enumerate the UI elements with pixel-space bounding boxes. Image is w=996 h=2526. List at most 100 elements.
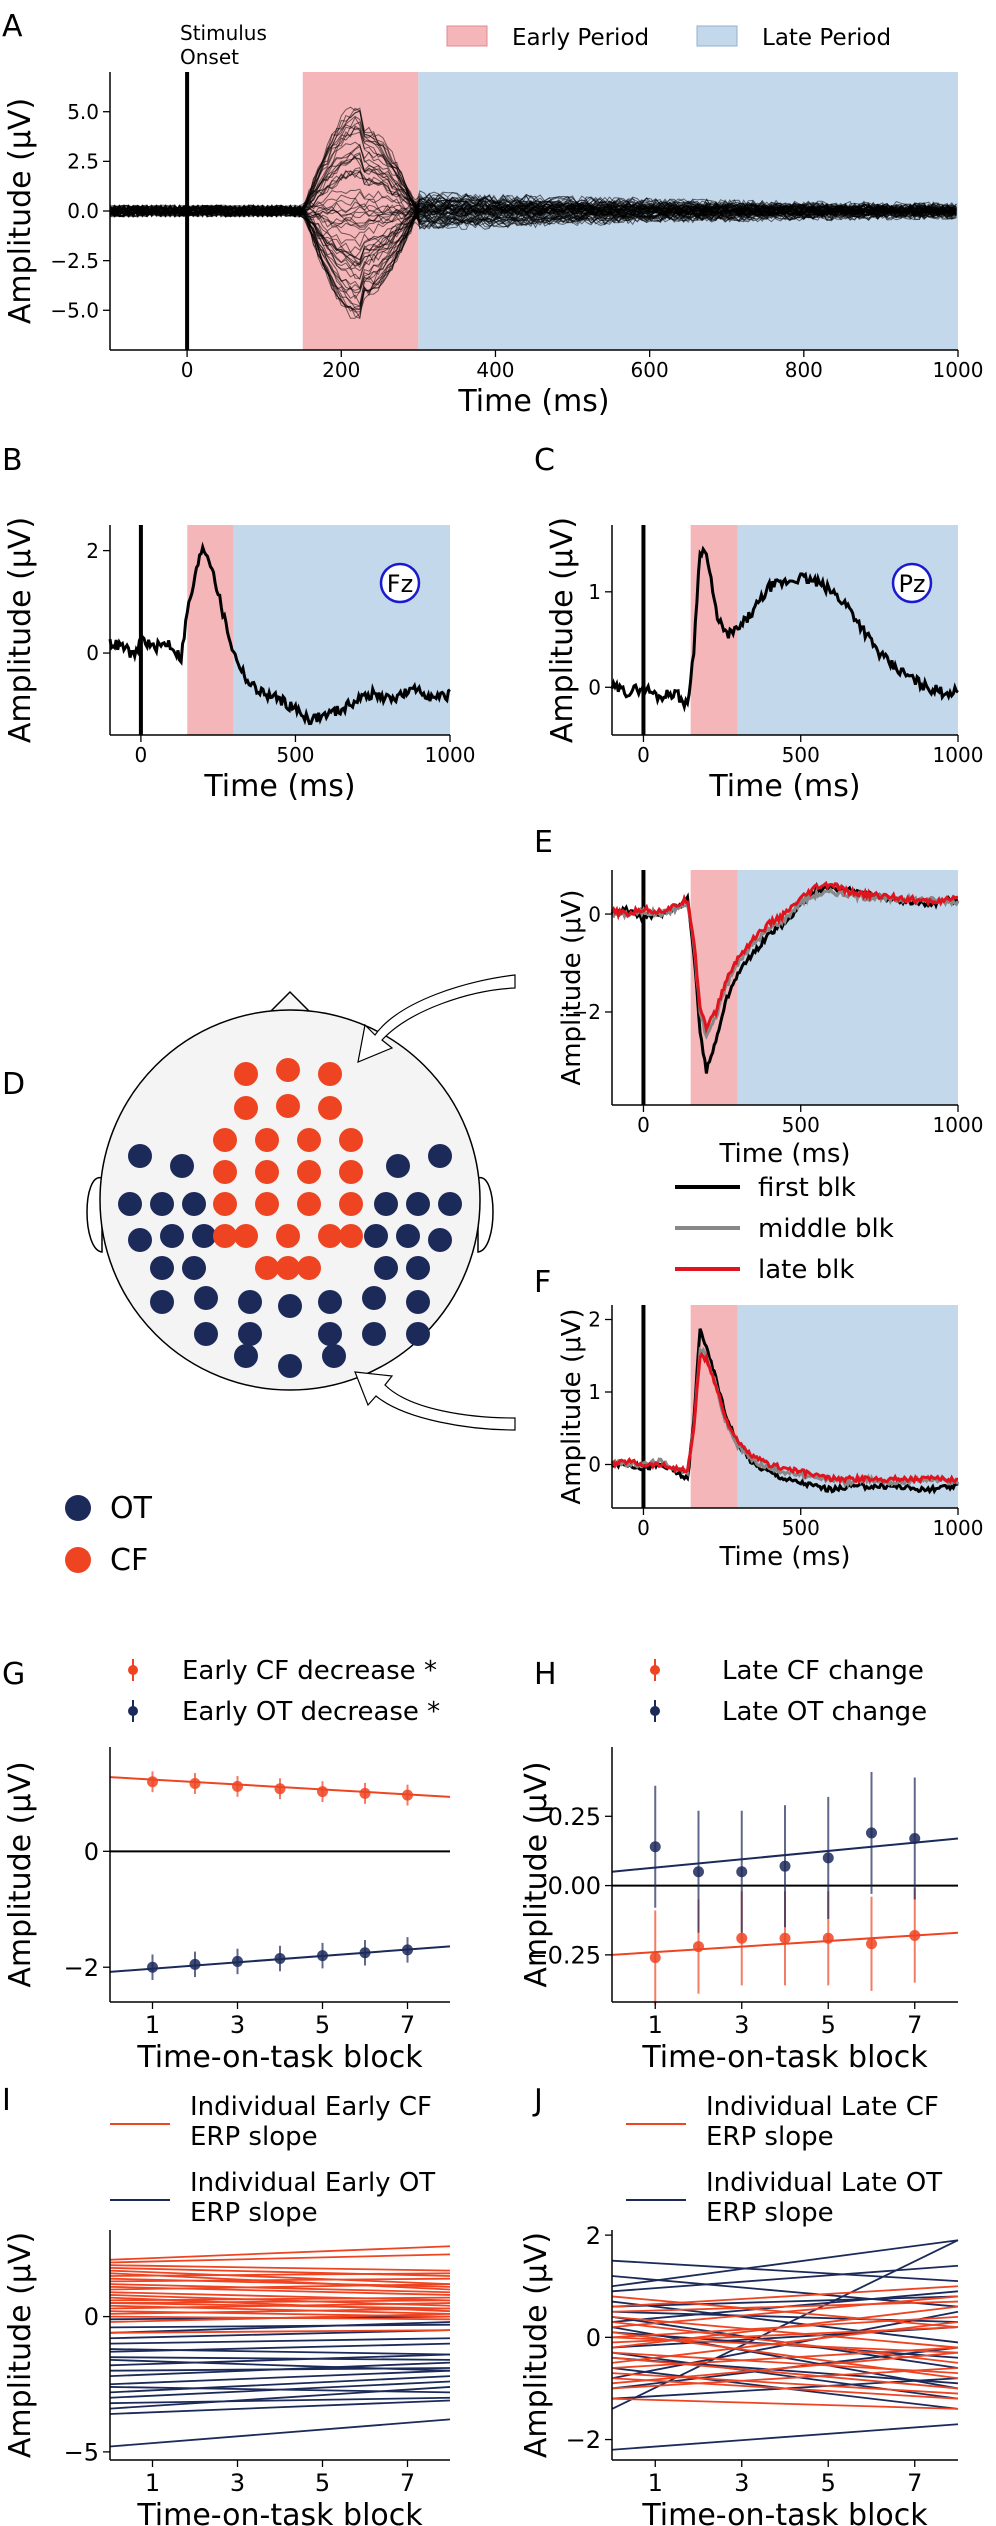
point-cf-g	[189, 1778, 201, 1790]
erp-line-b	[108, 541, 451, 726]
slope-line-ot-i	[109, 2399, 451, 2415]
electrode-cf	[234, 1062, 258, 1086]
x-tick-label-g: 7	[400, 2011, 415, 2039]
head-left-ear	[86, 1177, 103, 1253]
electrode-ot	[406, 1290, 430, 1314]
x-axis-title-g: Time-on-task block	[136, 2040, 423, 2075]
erp-trace-a	[109, 125, 957, 218]
y-axis-title-e: Amplitude (μV)	[557, 889, 587, 1085]
legend-late-blk: late blk	[758, 1255, 854, 1285]
chart-h: 1 3 5 7 −0.25 0.00 0.25 Time-on-task block Ampli…	[519, 1747, 959, 2075]
legend-cf-dot	[65, 1547, 91, 1573]
early-period-band-f	[690, 1305, 738, 1508]
x-axis-title-b: Time (ms)	[203, 769, 355, 804]
electrode-ot	[362, 1286, 386, 1310]
slope-line-cf-j	[611, 2397, 959, 2410]
panel-letter-b: B	[2, 443, 23, 478]
x-tick-label-b: 500	[276, 743, 314, 767]
slope-line-cf-i	[109, 2264, 451, 2272]
slope-line-ot-i	[109, 2356, 451, 2361]
slope-line-ot-j	[611, 2300, 959, 2344]
electrode-cf	[339, 1224, 363, 1248]
y-tick-label-i: 0	[84, 2303, 99, 2331]
x-tick-label-a: 0	[181, 358, 194, 382]
panel-letter-i: I	[2, 2083, 11, 2118]
electrode-ot	[438, 1192, 462, 1216]
panel-letter-g: G	[2, 1657, 25, 1692]
panel-letter-c: C	[534, 443, 555, 478]
y-tick-label-j: −2	[566, 2426, 601, 2454]
legend-j-cf-line1: Individual Late CF	[706, 2092, 939, 2122]
x-tick-label-h: 5	[821, 2011, 836, 2039]
legend-j: Individual Late CF ERP slope Individual …	[626, 2092, 942, 2228]
y-axis-title-a: Amplitude (μV)	[3, 98, 38, 324]
chart-c: 0 500 1000 0 1 Time (ms) Amplitude (μV)	[545, 517, 983, 804]
x-tick-label-f: 0	[637, 1516, 650, 1540]
slope-line-cf-i	[109, 2269, 451, 2286]
x-axis-title-a: Time (ms)	[457, 384, 609, 419]
y-tick-label-e: −2	[572, 1000, 601, 1024]
electrode-cf	[213, 1192, 237, 1216]
y-axis-title-i: Amplitude (μV)	[3, 2232, 38, 2458]
panel-letter-e: E	[534, 825, 553, 860]
erp-trace-a	[109, 143, 957, 218]
electrode-cf	[318, 1062, 342, 1086]
x-tick-label-i: 5	[315, 2469, 330, 2497]
stimulus-label-line2: Onset	[180, 45, 239, 69]
electrode-ot	[406, 1322, 430, 1346]
electrode-ot	[238, 1322, 262, 1346]
x-tick-label-a: 1000	[933, 358, 984, 382]
erp-trace-a	[109, 116, 957, 230]
slope-line-cf-j	[611, 2295, 959, 2329]
point-ot-h	[866, 1827, 877, 1839]
slope-line-ot-i	[109, 2418, 451, 2448]
legend-swatch-late	[696, 25, 738, 47]
x-tick-label-f: 500	[782, 1516, 820, 1540]
slope-line-cf-i	[109, 2272, 451, 2277]
slope-line-cf-i	[109, 2285, 451, 2296]
electrode-cf	[276, 1224, 300, 1248]
electrode-cf	[297, 1256, 321, 1280]
electrode-cf	[213, 1160, 237, 1184]
electrode-cf	[255, 1256, 279, 1280]
y-axis-title-c: Amplitude (μV)	[545, 517, 580, 743]
legend-ot-dot	[65, 1495, 91, 1521]
x-tick-label-f: 1000	[933, 1516, 984, 1540]
slope-line-ot-i	[109, 2329, 451, 2340]
y-axis-title-f: Amplitude (μV)	[557, 1308, 587, 1504]
electrode-cf	[234, 1096, 258, 1120]
point-ot-g	[189, 1958, 201, 1970]
electrode-cf	[318, 1096, 342, 1120]
electrode-ot	[128, 1144, 152, 1168]
x-tick-label-h: 7	[907, 2011, 922, 2039]
electrode-ot	[406, 1256, 430, 1280]
legend-h: Late CF change Late OT change	[650, 1656, 927, 1727]
x-tick-label-h: 1	[648, 2011, 663, 2039]
electrode-ot	[278, 1294, 302, 1318]
x-tick-label-i: 3	[230, 2469, 245, 2497]
y-tick-label-a: −5.0	[50, 298, 99, 322]
electrode-ot	[234, 1344, 258, 1368]
electrode-label-fz: Fz	[387, 570, 413, 598]
slope-line-cf-j	[611, 2351, 959, 2385]
electrode-ot	[182, 1192, 206, 1216]
electrode-cf	[255, 1192, 279, 1216]
electrode-ot	[118, 1192, 142, 1216]
y-tick-label-g: −2	[64, 1954, 99, 1982]
point-cf-g	[232, 1780, 243, 1792]
point-ot-h	[822, 1852, 834, 1864]
point-ot-h	[779, 1860, 791, 1872]
erp-trace-a	[109, 204, 957, 310]
legend-j-ot-line1: Individual Late OT	[706, 2168, 942, 2198]
electrode-ot	[128, 1228, 152, 1252]
slope-line-cf-j	[611, 2285, 959, 2308]
electrode-label-pz: Pz	[898, 570, 925, 598]
panel-letter-a: A	[2, 9, 23, 44]
slope-line-cf-i	[109, 2277, 451, 2283]
electrode-ot	[194, 1286, 218, 1310]
electrode-ot	[318, 1290, 342, 1314]
x-axis-title-h: Time-on-task block	[641, 2040, 928, 2075]
electrode-cf	[339, 1160, 363, 1184]
chart-a: 0 200 400 600 800 1000 −5.0 −2.5 0.0 2.5 5.0 Time (…	[3, 72, 983, 419]
slope-line-cf-j	[611, 2356, 959, 2390]
